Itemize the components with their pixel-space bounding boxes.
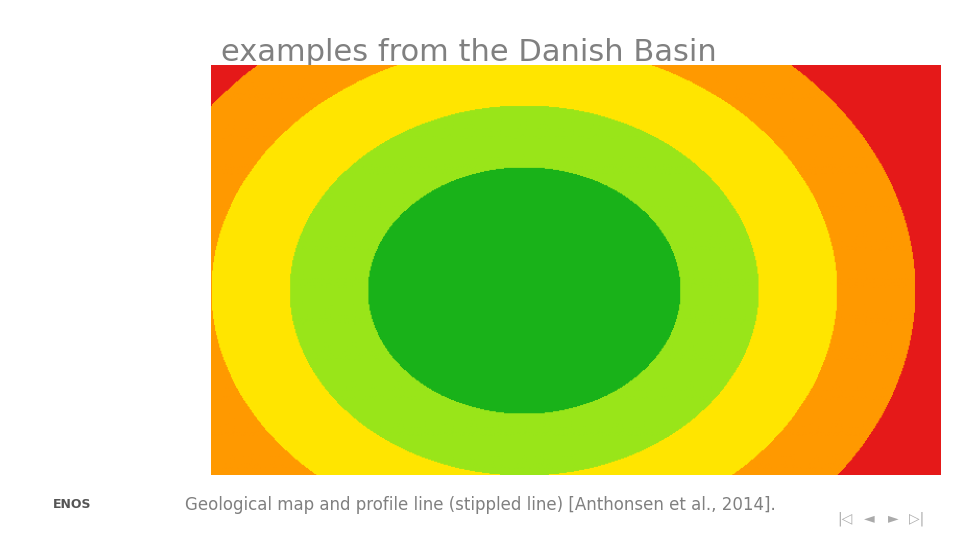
Text: ►: ► [887, 511, 899, 525]
Text: examples from the Danish Basin: examples from the Danish Basin [221, 38, 716, 67]
Text: Geological map and profile line (stippled line) [Anthonsen et al., 2014].: Geological map and profile line (stipple… [184, 496, 776, 514]
Text: ◄: ◄ [863, 511, 875, 525]
Text: |◁: |◁ [837, 511, 852, 525]
Text: ▷|: ▷| [909, 511, 924, 525]
Text: ENOS: ENOS [53, 498, 91, 511]
